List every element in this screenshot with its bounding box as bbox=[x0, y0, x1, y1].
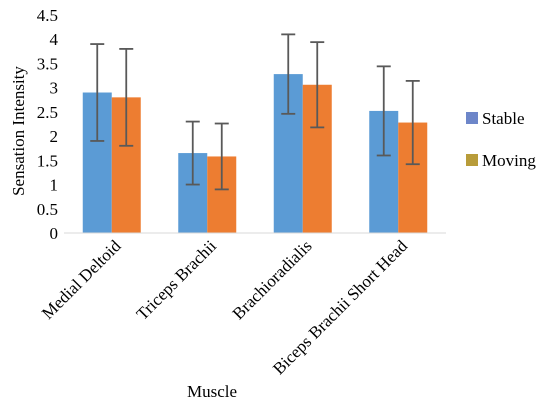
y-tick-label: 2.5 bbox=[37, 103, 58, 122]
y-tick-label: 0.5 bbox=[37, 200, 58, 219]
error-bar bbox=[214, 122, 229, 191]
bar-series bbox=[82, 74, 428, 233]
y-tick-label: 0 bbox=[50, 224, 59, 243]
y-axis-ticks: 0 0.5 1 1.5 2 2.5 3 3.5 4 4.5 bbox=[37, 6, 59, 243]
x-axis-title: Muscle bbox=[187, 382, 237, 401]
y-axis-title: Sensation Intensity bbox=[9, 66, 28, 196]
y-tick-label: 4.5 bbox=[37, 6, 58, 25]
y-tick-label: 4 bbox=[50, 30, 59, 49]
error-bar bbox=[281, 33, 296, 115]
legend-label-moving: Moving bbox=[482, 151, 536, 170]
x-axis-categories: Medial Deltoid Triceps Brachii Brachioradi… bbox=[38, 236, 411, 378]
error-bars bbox=[90, 33, 420, 191]
legend-swatch-stable bbox=[466, 112, 478, 124]
y-tick-label: 1 bbox=[50, 176, 59, 195]
error-bar bbox=[119, 48, 134, 147]
y-tick-label: 1.5 bbox=[37, 151, 58, 170]
error-bar bbox=[310, 41, 325, 129]
y-tick-label: 2 bbox=[50, 127, 59, 146]
y-tick-label: 3.5 bbox=[37, 54, 58, 73]
x-category-label: Triceps Brachii bbox=[133, 236, 221, 324]
error-bar bbox=[405, 79, 420, 166]
x-category-label: Brachioradialis bbox=[229, 236, 316, 323]
legend-swatch-moving bbox=[466, 154, 478, 166]
legend-label-stable: Stable bbox=[482, 109, 525, 128]
x-category-label: Medial Deltoid bbox=[38, 236, 125, 323]
legend: Stable Moving bbox=[466, 109, 536, 170]
y-tick-label: 3 bbox=[50, 79, 59, 98]
error-bar bbox=[376, 65, 391, 157]
error-bar bbox=[90, 43, 105, 142]
error-bar bbox=[185, 120, 200, 186]
